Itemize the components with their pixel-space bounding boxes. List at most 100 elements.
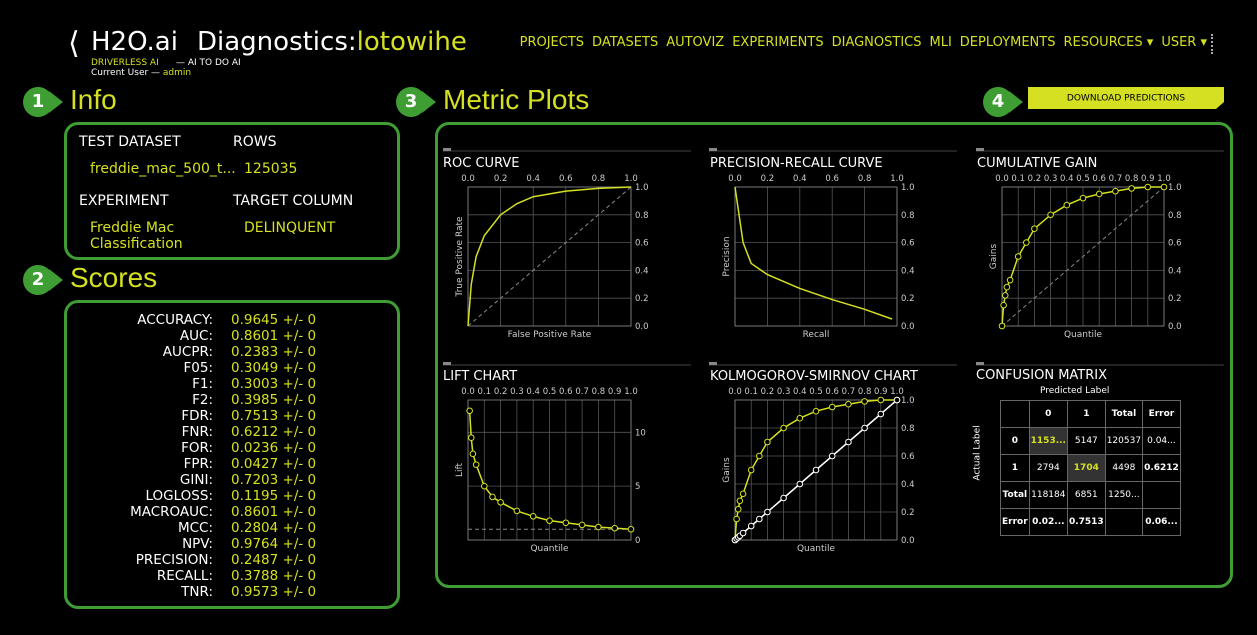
scores-box	[64, 300, 400, 609]
point	[1014, 253, 1022, 260]
reference-line	[467, 186, 632, 327]
point	[529, 513, 537, 520]
download-label[interactable]: DOWNLOAD PREDICTIONS	[1067, 94, 1185, 104]
score-name: TNR:	[181, 584, 213, 600]
menu-icon[interactable]	[1211, 34, 1219, 54]
info-label: TEST DATASET	[79, 134, 181, 150]
x-axis-label: False Positive Rate	[508, 330, 592, 340]
y-axis-label: Gains	[989, 244, 999, 270]
y-tick-label: 0.0	[901, 322, 915, 332]
x-axis-label: Recall	[803, 330, 830, 340]
x-tick-label: 0.6	[1092, 174, 1106, 184]
experiment-name: lotowihe	[356, 27, 467, 57]
nav-item[interactable]: EXPERIMENTS	[732, 35, 824, 50]
score-name: PRECISION:	[135, 552, 213, 568]
nav-item[interactable]: USER ▾	[1161, 35, 1207, 50]
column-header: 0	[1028, 400, 1068, 428]
point	[1006, 276, 1014, 284]
back-arrow[interactable]: ⟨	[68, 26, 80, 61]
x-tick-label: 0.2	[761, 387, 775, 397]
point	[998, 322, 1006, 330]
y-tick-label: 0.6	[635, 239, 649, 249]
point	[812, 466, 820, 474]
caret[interactable]: ▾	[1142, 35, 1154, 50]
nav-item[interactable]: PROJECTS	[519, 35, 585, 50]
score-value: 0.8601 +/- 0	[231, 504, 317, 520]
plot-frame	[467, 186, 632, 327]
x-tick-label: 1.0	[624, 387, 638, 397]
score-name: MACROAUC:	[130, 504, 213, 520]
x-tick-label: 0.6	[559, 174, 573, 184]
matrix-row: 1 2794 1704 4498 0.6212	[1000, 454, 1181, 482]
x-tick-label: 0.8	[858, 387, 872, 397]
x-tick-label: 0.2	[494, 387, 508, 397]
point	[861, 424, 868, 432]
y-axis-label: True Positive Rate	[455, 216, 465, 298]
x-tick-label: 0.9	[874, 387, 888, 397]
nav-item[interactable]: DIAGNOSTICS	[831, 35, 922, 50]
score-name: AUCPR:	[162, 344, 213, 360]
section-title: Info	[70, 84, 117, 115]
y-tick-label: 0.6	[901, 452, 915, 462]
score-name: F1:	[192, 376, 213, 392]
score-value: 0.2383 +/- 0	[231, 344, 317, 360]
tagline: — AI TO DO AI	[176, 58, 241, 68]
score-value: 0.3003 +/- 0	[231, 376, 317, 392]
caret[interactable]: ▾	[1196, 35, 1207, 50]
nav-item[interactable]: DEPLOYMENTS	[959, 35, 1056, 50]
x-tick-label: 0.4	[1060, 174, 1074, 184]
panel-notch	[709, 362, 717, 365]
panel-notch	[443, 362, 451, 365]
info-label: TARGET COLUMN	[233, 193, 354, 209]
point	[1001, 292, 1009, 299]
point	[739, 529, 747, 537]
plot-frame	[734, 399, 898, 541]
x-tick-label: 0.7	[1109, 174, 1123, 184]
score-name: F2:	[192, 392, 213, 408]
point	[1023, 239, 1030, 246]
info-label: EXPERIMENT	[79, 193, 169, 209]
y-tick-label: 5	[635, 482, 640, 492]
score-value: 0.7513 +/- 0	[231, 408, 317, 424]
user-line: Current User — admin	[91, 68, 191, 78]
x-tick-label: 0.8	[1125, 174, 1139, 184]
y-tick-label: 0.8	[901, 424, 915, 434]
point	[546, 517, 553, 524]
curve	[468, 410, 632, 530]
point	[472, 461, 480, 468]
section-title: Scores	[70, 262, 158, 293]
x-axis-label: Quantile	[1064, 330, 1103, 340]
matrix-cell: 0.04...	[1142, 427, 1181, 455]
y-tick-label: 10	[635, 428, 646, 438]
nav-item[interactable]: DATASETS	[592, 35, 659, 50]
score-name: FDR:	[181, 408, 213, 424]
curve	[1001, 186, 1164, 327]
y-tick-label: 0	[635, 536, 640, 546]
column-header: 1	[1066, 400, 1106, 428]
plot-title: ROC CURVE	[443, 156, 520, 171]
matrix-cell: 120537	[1104, 427, 1144, 455]
point	[466, 407, 473, 415]
x-tick-label: 0.2	[761, 174, 775, 184]
point	[1000, 301, 1007, 309]
row-header: 0	[1000, 427, 1030, 455]
y-tick-label: 0.0	[1168, 322, 1182, 332]
curve	[734, 399, 897, 541]
score-value: 0.9764 +/- 0	[231, 536, 317, 552]
point	[489, 493, 496, 501]
nav-item[interactable]: RESOURCES ▾	[1063, 35, 1154, 50]
x-tick-label: 0.8	[592, 387, 606, 397]
logo[interactable]: H2O.ai	[91, 27, 178, 57]
point	[796, 414, 804, 422]
nav-item[interactable]: AUTOVIZ	[666, 35, 725, 50]
x-tick-label: 1.0	[1157, 174, 1171, 184]
download-button[interactable]: DOWNLOAD PREDICTIONS	[1028, 86, 1228, 110]
score-name: NPV:	[182, 536, 213, 552]
info-value: freddie_mac_500_t...	[90, 161, 236, 177]
y-tick-label: 0.2	[901, 294, 915, 304]
point	[828, 403, 836, 411]
score-name: MCC:	[177, 520, 213, 536]
nav-item[interactable]: MLI	[929, 35, 952, 50]
x-tick-label: 0.1	[744, 387, 758, 397]
